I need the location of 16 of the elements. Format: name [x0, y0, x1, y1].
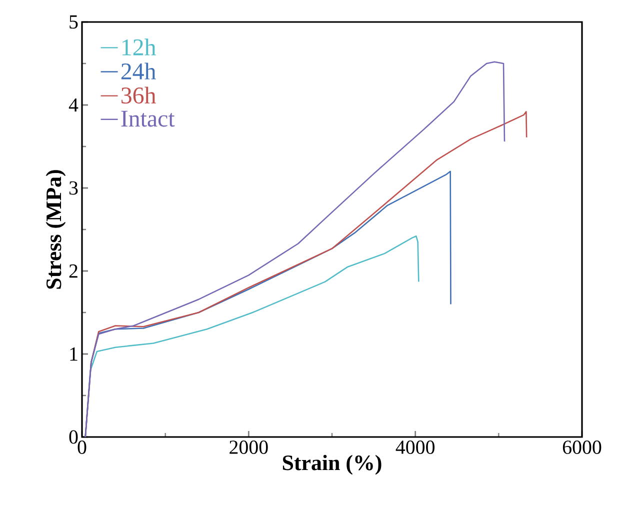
- y-tick-label: 4: [68, 98, 78, 112]
- x-tick-label: 4000: [396, 440, 434, 454]
- y-tick-label: 2: [69, 264, 78, 278]
- legend-label: 24h: [121, 62, 156, 80]
- legend-label: 12h: [122, 38, 156, 56]
- y-tick-label: 5: [70, 15, 78, 29]
- y-tick-label: 1: [70, 347, 78, 361]
- legend-label: 36h: [122, 86, 156, 104]
- x-tick-label: 2000: [230, 440, 268, 454]
- legend-label: Intact: [121, 110, 175, 127]
- line-series: [84, 61, 506, 437]
- y-axis-title: Stress (MPa): [46, 170, 66, 289]
- x-tick-label: 6000: [562, 440, 602, 454]
- x-axis-title: Strain (%): [282, 454, 382, 475]
- y-tick-label: 0: [69, 430, 78, 444]
- y-tick-label: 3: [69, 181, 78, 195]
